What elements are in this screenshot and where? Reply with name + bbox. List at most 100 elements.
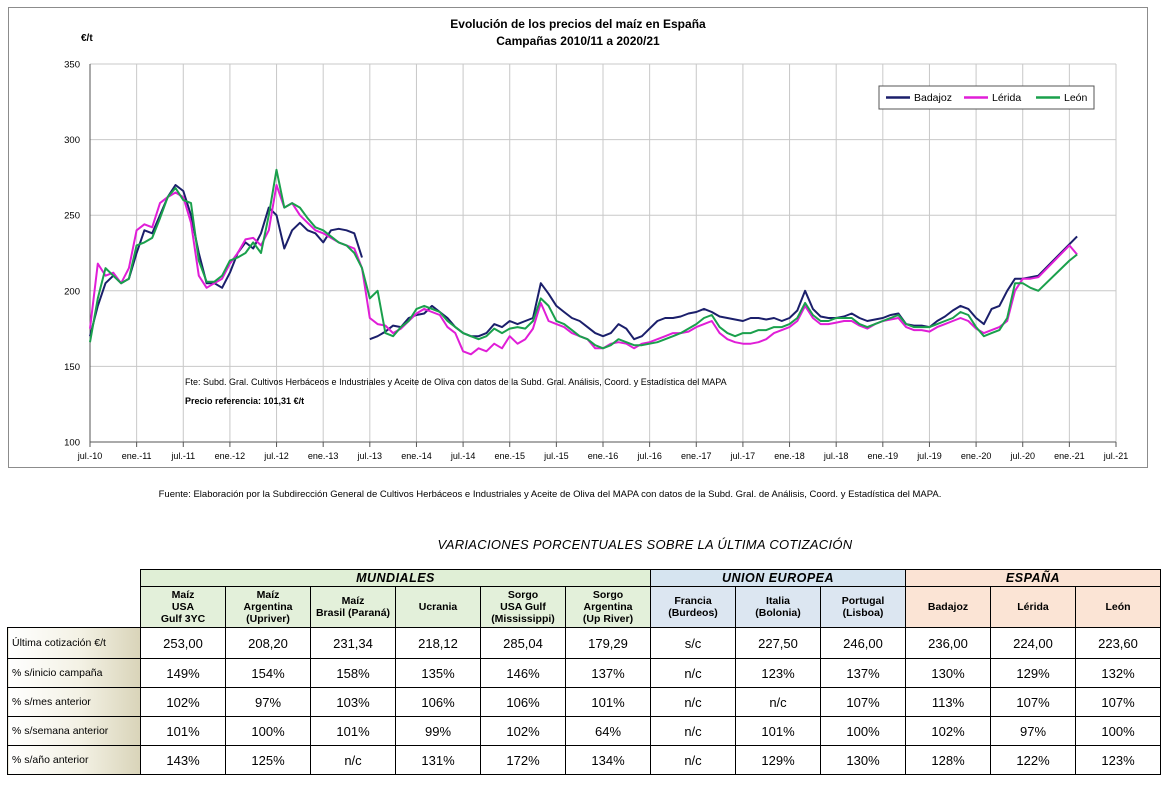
table-cell: 99% xyxy=(395,716,481,746)
table-cell: 100% xyxy=(1075,716,1161,746)
table-cell: 97% xyxy=(990,716,1076,746)
y-tick-label: 350 xyxy=(64,60,80,71)
table-cell: 246,00 xyxy=(820,627,906,659)
table-cell: 97% xyxy=(225,687,311,717)
chart-subtitle: Campañas 2010/11 a 2020/21 xyxy=(496,34,660,48)
legend: Badajoz Lérida León xyxy=(878,85,1095,110)
x-tick-label: ene.-19 xyxy=(868,451,899,461)
table-cell: 227,50 xyxy=(735,627,821,659)
table-cell: 100% xyxy=(820,716,906,746)
table-cell: 107% xyxy=(1075,687,1161,717)
group-header: ESPAÑA xyxy=(905,569,1161,587)
x-tick-label: ene.-21 xyxy=(1054,451,1085,461)
table-cell: 231,34 xyxy=(310,627,396,659)
table-cell: 218,12 xyxy=(395,627,481,659)
x-tick-label: jul.-11 xyxy=(170,451,195,461)
table-title: VARIACIONES PORCENTUALES SOBRE LA ÚLTIMA… xyxy=(437,537,853,552)
legend-label: León xyxy=(1064,92,1088,104)
table-cell: 107% xyxy=(820,687,906,717)
row-label: % s/mes anterior xyxy=(7,687,141,717)
table-cell: n/c xyxy=(650,658,736,688)
table-cell: 130% xyxy=(820,745,906,775)
table-cell: 236,00 xyxy=(905,627,991,659)
table-cell: 101% xyxy=(310,716,396,746)
series-line-badajoz xyxy=(89,184,363,337)
x-tick-label: jul.-18 xyxy=(823,451,849,461)
table-cell: 158% xyxy=(310,658,396,688)
y-tick-label: 150 xyxy=(64,362,80,373)
table-cell: 100% xyxy=(225,716,311,746)
chart-frame: Evolución de los precios del maíz en Esp… xyxy=(8,7,1148,468)
x-tick-label: ene.-11 xyxy=(122,451,152,461)
column-header: Maíz USA Gulf 3YC xyxy=(140,586,226,628)
table-cell: 123% xyxy=(1075,745,1161,775)
table-cell: 179,29 xyxy=(565,627,651,659)
column-header: Sorgo Argentina (Up River) xyxy=(565,586,651,628)
table-cell: 103% xyxy=(310,687,396,717)
table-cell: 101% xyxy=(735,716,821,746)
table-cell: n/c xyxy=(735,687,821,717)
table-cell: 125% xyxy=(225,745,311,775)
row-label: % s/año anterior xyxy=(7,745,141,775)
x-tick-label: jul.-20 xyxy=(1009,451,1035,461)
table-cell: 285,04 xyxy=(480,627,566,659)
table-cell: 106% xyxy=(480,687,566,717)
chart-title: Evolución de los precios del maíz en Esp… xyxy=(450,17,706,31)
row-label: Última cotización €/t xyxy=(7,627,141,659)
table-cell: 106% xyxy=(395,687,481,717)
table-cell: 102% xyxy=(140,687,226,717)
table-cell: s/c xyxy=(650,627,736,659)
column-header: Sorgo USA Gulf (Mississippi) xyxy=(480,586,566,628)
table-cell: 123% xyxy=(735,658,821,688)
corner-empty xyxy=(8,587,141,628)
table-row: % s/año anterior 143% 125% n/c 131% 172% 134% n… xyxy=(7,745,1161,775)
source-annotation: Fte: Subd. Gral. Cultivos Herbáceos e In… xyxy=(185,377,727,387)
table-cell: 131% xyxy=(395,745,481,775)
reference-price-annotation: Precio referencia: 101,31 €/t xyxy=(185,396,304,406)
table-cell: 223,60 xyxy=(1075,627,1161,659)
table-row: Última cotización €/t 253,00 208,20 231,34 2… xyxy=(7,627,1161,659)
x-tick-label: jul.-15 xyxy=(543,451,569,461)
table-cell: 128% xyxy=(905,745,991,775)
table-cell: 208,20 xyxy=(225,627,311,659)
table-cell: 107% xyxy=(990,687,1076,717)
row-label: % s/semana anterior xyxy=(7,716,141,746)
column-header: Italia (Bolonia) xyxy=(735,586,821,628)
series-line-león xyxy=(89,168,1078,350)
legend-label: Badajoz xyxy=(914,92,952,104)
x-tick-label: jul.-17 xyxy=(730,451,756,461)
column-header: Maíz Argentina (Upriver) xyxy=(225,586,311,628)
quotes-table: MUNDIALES UNION EUROPEA ESPAÑA Maíz USA Gulf … xyxy=(7,569,1161,775)
table-cell: 135% xyxy=(395,658,481,688)
table-cell: 132% xyxy=(1075,658,1161,688)
x-tick-label: jul.-16 xyxy=(636,451,662,461)
row-label: % s/inicio campaña xyxy=(7,658,141,688)
table-cell: 149% xyxy=(140,658,226,688)
source-note: Fuente: Elaboración por la Subdirección … xyxy=(158,489,942,500)
x-tick-label: jul.-14 xyxy=(450,451,476,461)
column-header: Maíz Brasil (Paraná) xyxy=(310,586,396,628)
series-line-lérida xyxy=(89,184,1078,356)
x-tick-label: ene.-16 xyxy=(588,451,619,461)
column-header: Lérida xyxy=(990,586,1076,628)
x-tick-label: ene.-13 xyxy=(308,451,339,461)
table-cell: n/c xyxy=(650,716,736,746)
table-cell: 134% xyxy=(565,745,651,775)
x-tick-label: ene.-18 xyxy=(774,451,805,461)
x-tick-label: jul.-10 xyxy=(77,451,103,461)
table-row: % s/semana anterior 101% 100% 101% 99% 102% 64… xyxy=(7,716,1161,746)
group-header: UNION EUROPEA xyxy=(650,569,906,587)
x-tick-label: jul.-21 xyxy=(1103,451,1129,461)
corner-empty xyxy=(8,570,141,587)
price-chart: Evolución de los precios del maíz en Esp… xyxy=(64,17,1129,461)
y-tick-label: 250 xyxy=(64,211,80,222)
x-tick-label: jul.-19 xyxy=(916,451,942,461)
table-cell: n/c xyxy=(310,745,396,775)
table-cell: n/c xyxy=(650,687,736,717)
table-row: % s/mes anterior 102% 97% 103% 106% 106% 101% n… xyxy=(7,687,1161,717)
table-cell: 129% xyxy=(990,658,1076,688)
x-tick-label: ene.-20 xyxy=(961,451,992,461)
table-cell: 129% xyxy=(735,745,821,775)
table-cell: 137% xyxy=(565,658,651,688)
table-cell: 143% xyxy=(140,745,226,775)
